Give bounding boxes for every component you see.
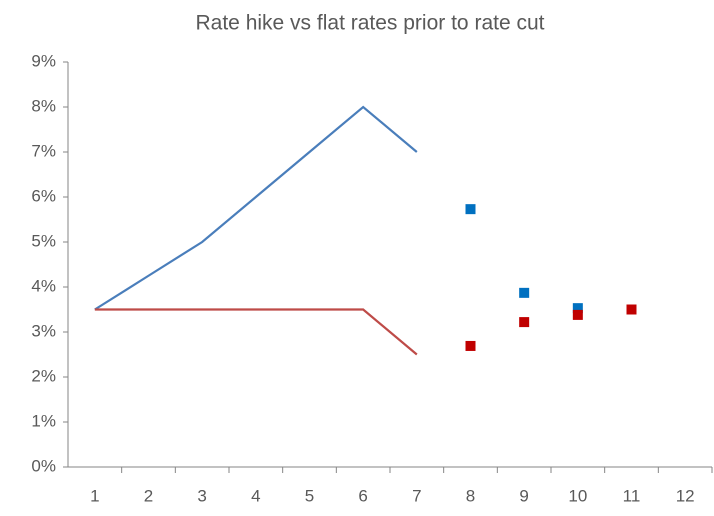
x-tick-label: 8	[466, 486, 475, 505]
x-tick-label: 12	[676, 486, 695, 505]
marker	[519, 317, 530, 328]
marker	[572, 303, 583, 314]
x-tick-label: 3	[197, 486, 206, 505]
y-tick-label: 9%	[31, 51, 56, 70]
x-tick-label: 9	[519, 486, 528, 505]
x-tick-label: 1	[90, 486, 99, 505]
marker	[519, 287, 530, 298]
marker	[465, 204, 476, 215]
marker	[626, 304, 637, 315]
y-tick-label: 1%	[31, 411, 56, 430]
line	[94, 308, 418, 356]
x-tick-label: 11	[623, 486, 641, 505]
line	[94, 105, 418, 311]
y-tick-label: 8%	[31, 96, 56, 115]
y-tick-label: 5%	[31, 231, 56, 250]
marker	[465, 340, 476, 351]
y-tick-label: 7%	[31, 141, 56, 160]
marker	[572, 309, 583, 320]
y-tick-label: 3%	[31, 321, 56, 340]
y-tick-label: 6%	[31, 186, 56, 205]
chart-title: Rate hike vs flat rates prior to rate cu…	[196, 12, 545, 35]
x-tick-label: 2	[144, 486, 153, 505]
y-tick-label: 2%	[31, 366, 56, 385]
y-tick-label: 0%	[31, 456, 56, 475]
x-tick-label: 5	[305, 486, 314, 505]
x-tick-label: 6	[358, 486, 367, 505]
x-tick-label: 10	[568, 486, 587, 505]
y-tick-label: 4%	[31, 276, 56, 295]
x-tick-label: 7	[412, 486, 421, 505]
x-tick-label: 4	[251, 486, 260, 505]
